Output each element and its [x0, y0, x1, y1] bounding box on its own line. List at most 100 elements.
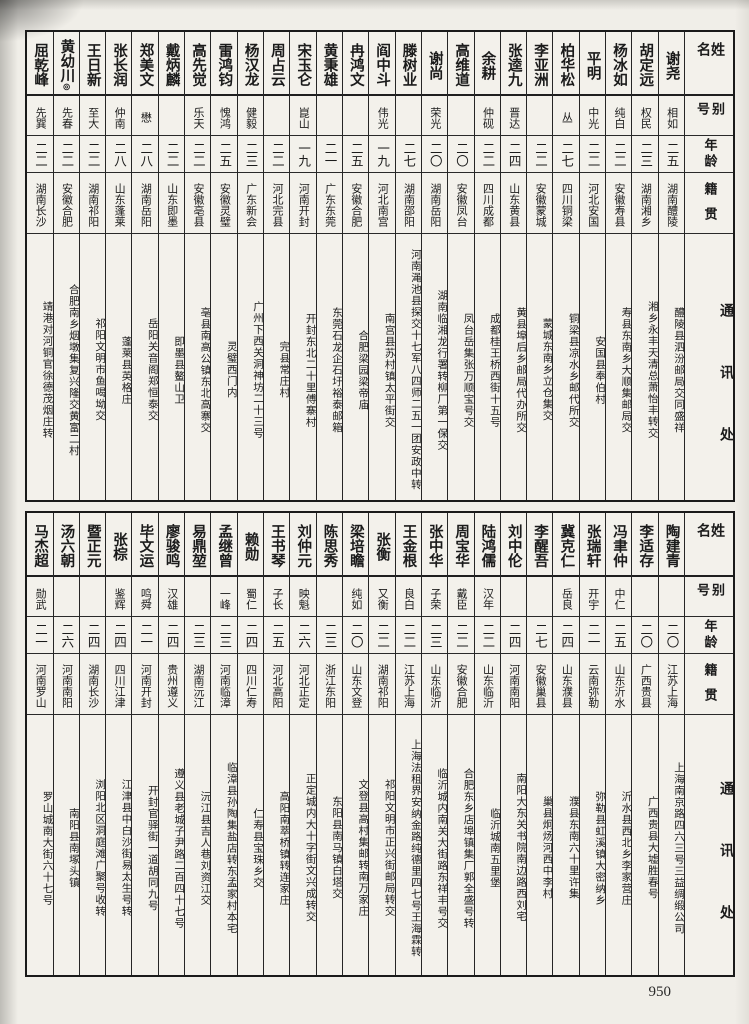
person-native-place: 浙江东阳: [316, 654, 342, 715]
person-name: 暨正元: [79, 513, 106, 577]
person-name: 陶建青: [658, 513, 684, 577]
person-address: 开封东北二十里傅寨村: [304, 312, 316, 428]
person-age: 二七: [527, 617, 553, 654]
person-column: 马杰超 勋武 二一 河南罗山 罗山城南大街六十七号: [27, 513, 54, 975]
person-name: 汤六朝: [53, 513, 79, 577]
person-native-place: 四川成都: [474, 173, 500, 234]
person-alias: 先巽: [27, 96, 53, 136]
person-column: 高先觉 乐天 二二 安徽亳县 亳县南高公镇东北高寨交: [185, 32, 212, 500]
person-age: 二一: [27, 617, 53, 654]
person-native-place: 江苏上海: [658, 654, 684, 715]
person-alias: [632, 577, 658, 617]
person-age: 二一: [132, 617, 158, 654]
person-native-place: 安徽凤台: [448, 173, 474, 234]
person-alias: 权民: [632, 96, 658, 136]
person-alias: 中光: [579, 96, 606, 136]
person-name: 周占云: [264, 32, 290, 96]
person-name: 高先觉: [185, 32, 211, 96]
person-age: 二〇: [421, 136, 448, 173]
field-label-column: 姓名 别号 年龄 籍贯 通讯处: [685, 513, 733, 975]
person-alias: 愧鸿: [211, 96, 237, 136]
person-column: 孟继曾 一峰 二三 河南临漳 临漳县孙陶集盐店转东孟家村本宅: [211, 513, 238, 975]
person-native-place: 河北正定: [290, 654, 316, 715]
page-number: 950: [648, 984, 672, 1000]
person-alias: [658, 577, 684, 617]
person-name: 平明: [579, 32, 606, 96]
person-native-place: 山东蓬莱: [106, 173, 132, 234]
person-name: 王日新: [79, 32, 106, 96]
person-native-place: 河北高阳: [264, 654, 290, 715]
person-name: 高维道: [448, 32, 474, 96]
person-alias: 戴臣: [448, 577, 474, 617]
person-alias: [264, 96, 290, 136]
person-name: 谢尧: [658, 32, 684, 96]
person-native-place: 安徽亳县: [185, 173, 211, 234]
person-alias: 子长: [264, 577, 290, 617]
person-address: 沅江县吉人巷刘资江交: [199, 790, 211, 906]
person-age: 二二: [264, 136, 290, 173]
person-name: 毕文运: [132, 513, 158, 577]
person-address: 弥勒县虹溪镇大密纳乡: [594, 790, 606, 906]
person-address: 广西贵县大墟胜春号: [646, 796, 658, 900]
person-age: 二二: [527, 136, 553, 173]
person-address: 南宫县苏村镇太平街交: [383, 312, 395, 428]
person-native-place: 湖南湘乡: [632, 173, 658, 234]
person-address: 临沂城南五里堡: [488, 807, 500, 889]
person-column: 暨正元 二四 湖南长沙 浏阳北区洞庭滩广聚号收转: [79, 513, 107, 975]
person-address: 巢县炯炀河西中李村: [541, 796, 553, 900]
person-alias: [158, 96, 185, 136]
person-column: 王书琴 子长 二五 河北高阳 高阳南萃桥镇转连家庄: [264, 513, 291, 975]
person-column: 汤六朝 二六 河南南阳 南阳县南塚头镇: [53, 513, 80, 975]
person-age: 二三: [211, 617, 237, 654]
person-address: 东莞石龙企石圩裕泰邮箱: [330, 306, 342, 434]
person-age: 二二: [158, 136, 185, 173]
person-name: 阎中斗: [369, 32, 395, 96]
person-address: 南阳大东关书院南边路西刘宅: [515, 773, 527, 923]
person-age: 一九: [369, 136, 395, 173]
person-address: 上海南京路四六三号三益绸缎公司: [673, 761, 684, 935]
person-age: 二三: [185, 617, 211, 654]
person-name: 黄幼川 ◎: [53, 32, 79, 96]
person-name: 胡定远: [632, 32, 658, 96]
person-column: 王日新 至大 二二 湖南祁阳 祁阳文明市鱼喝坳交: [79, 32, 107, 500]
person-address: 正定城内大十字街文兴成转交: [304, 773, 316, 923]
person-age: 二一: [316, 136, 342, 173]
person-address: 成都桂王桥西街十五号: [488, 312, 500, 428]
name-annotation-mark: ◎: [62, 82, 72, 92]
person-name: 宋玉仑: [290, 32, 316, 96]
person-address: 沂水县西北乡李家营庄: [620, 790, 632, 906]
person-column: 冯聿仲 中仁 二五 山东沂水 沂水县西北乡李家营庄: [606, 513, 633, 975]
person-age: 二八: [132, 136, 158, 173]
person-name: 梁培瞻: [342, 513, 369, 577]
person-column: 谢尚 荣光 二〇 湖南岳阳 湖南临湘龙行署转柳厂第一保交: [421, 32, 449, 500]
person-age: 二二: [474, 136, 500, 173]
person-name: 王金根: [395, 513, 421, 577]
person-alias: 荣光: [421, 96, 448, 136]
person-age: 二二: [79, 136, 106, 173]
person-name: 张中华: [421, 513, 448, 577]
person-age: 二六: [53, 617, 79, 654]
person-name: 余耕: [474, 32, 500, 96]
person-address: 湘乡永丰天清总萧怡丰转交: [646, 301, 658, 439]
person-address: 合肥南乡烟墩集复兴隆交黄富二村: [67, 283, 79, 457]
person-native-place: 河北南宫: [369, 173, 395, 234]
person-native-place: 云南弥勒: [579, 654, 606, 715]
label-alias: 别号: [685, 96, 733, 136]
person-name: 张瑞轩: [579, 513, 606, 577]
person-alias: 鉴辉: [106, 577, 132, 617]
person-alias: 勋武: [27, 577, 53, 617]
person-column: 柏华松丛二七 四川铜梁 铜梁县凉水乡邮代所交: [553, 32, 580, 500]
person-column: 滕树业 二七 湖南邵阳 河南渑池县探交十七军八四师二五一团安政中转: [395, 32, 422, 500]
person-name: 赖勋: [237, 513, 263, 577]
person-native-place: 四川江津: [106, 654, 132, 715]
person-native-place: 山东即墨: [158, 173, 185, 234]
person-alias: 乐天: [185, 96, 211, 136]
label-native-place: 籍贯: [685, 654, 733, 715]
person-address: 临漳县孙陶集盐店转东孟家村本宅: [225, 761, 237, 935]
person-address: 河南渑池县探交十七军八四师二五一团安政中转: [409, 249, 421, 491]
person-column: 周占云 二二 河北完县 完县常庄村: [264, 32, 291, 500]
person-native-place: 河北完县: [264, 173, 290, 234]
person-native-place: 河南临漳: [211, 654, 237, 715]
person-column: 张逵九 晋达 二四 山东黄县 黄县埠后乡邮局代办所交: [500, 32, 528, 500]
person-address: 开封官驿街一道胡同九号: [146, 784, 158, 912]
